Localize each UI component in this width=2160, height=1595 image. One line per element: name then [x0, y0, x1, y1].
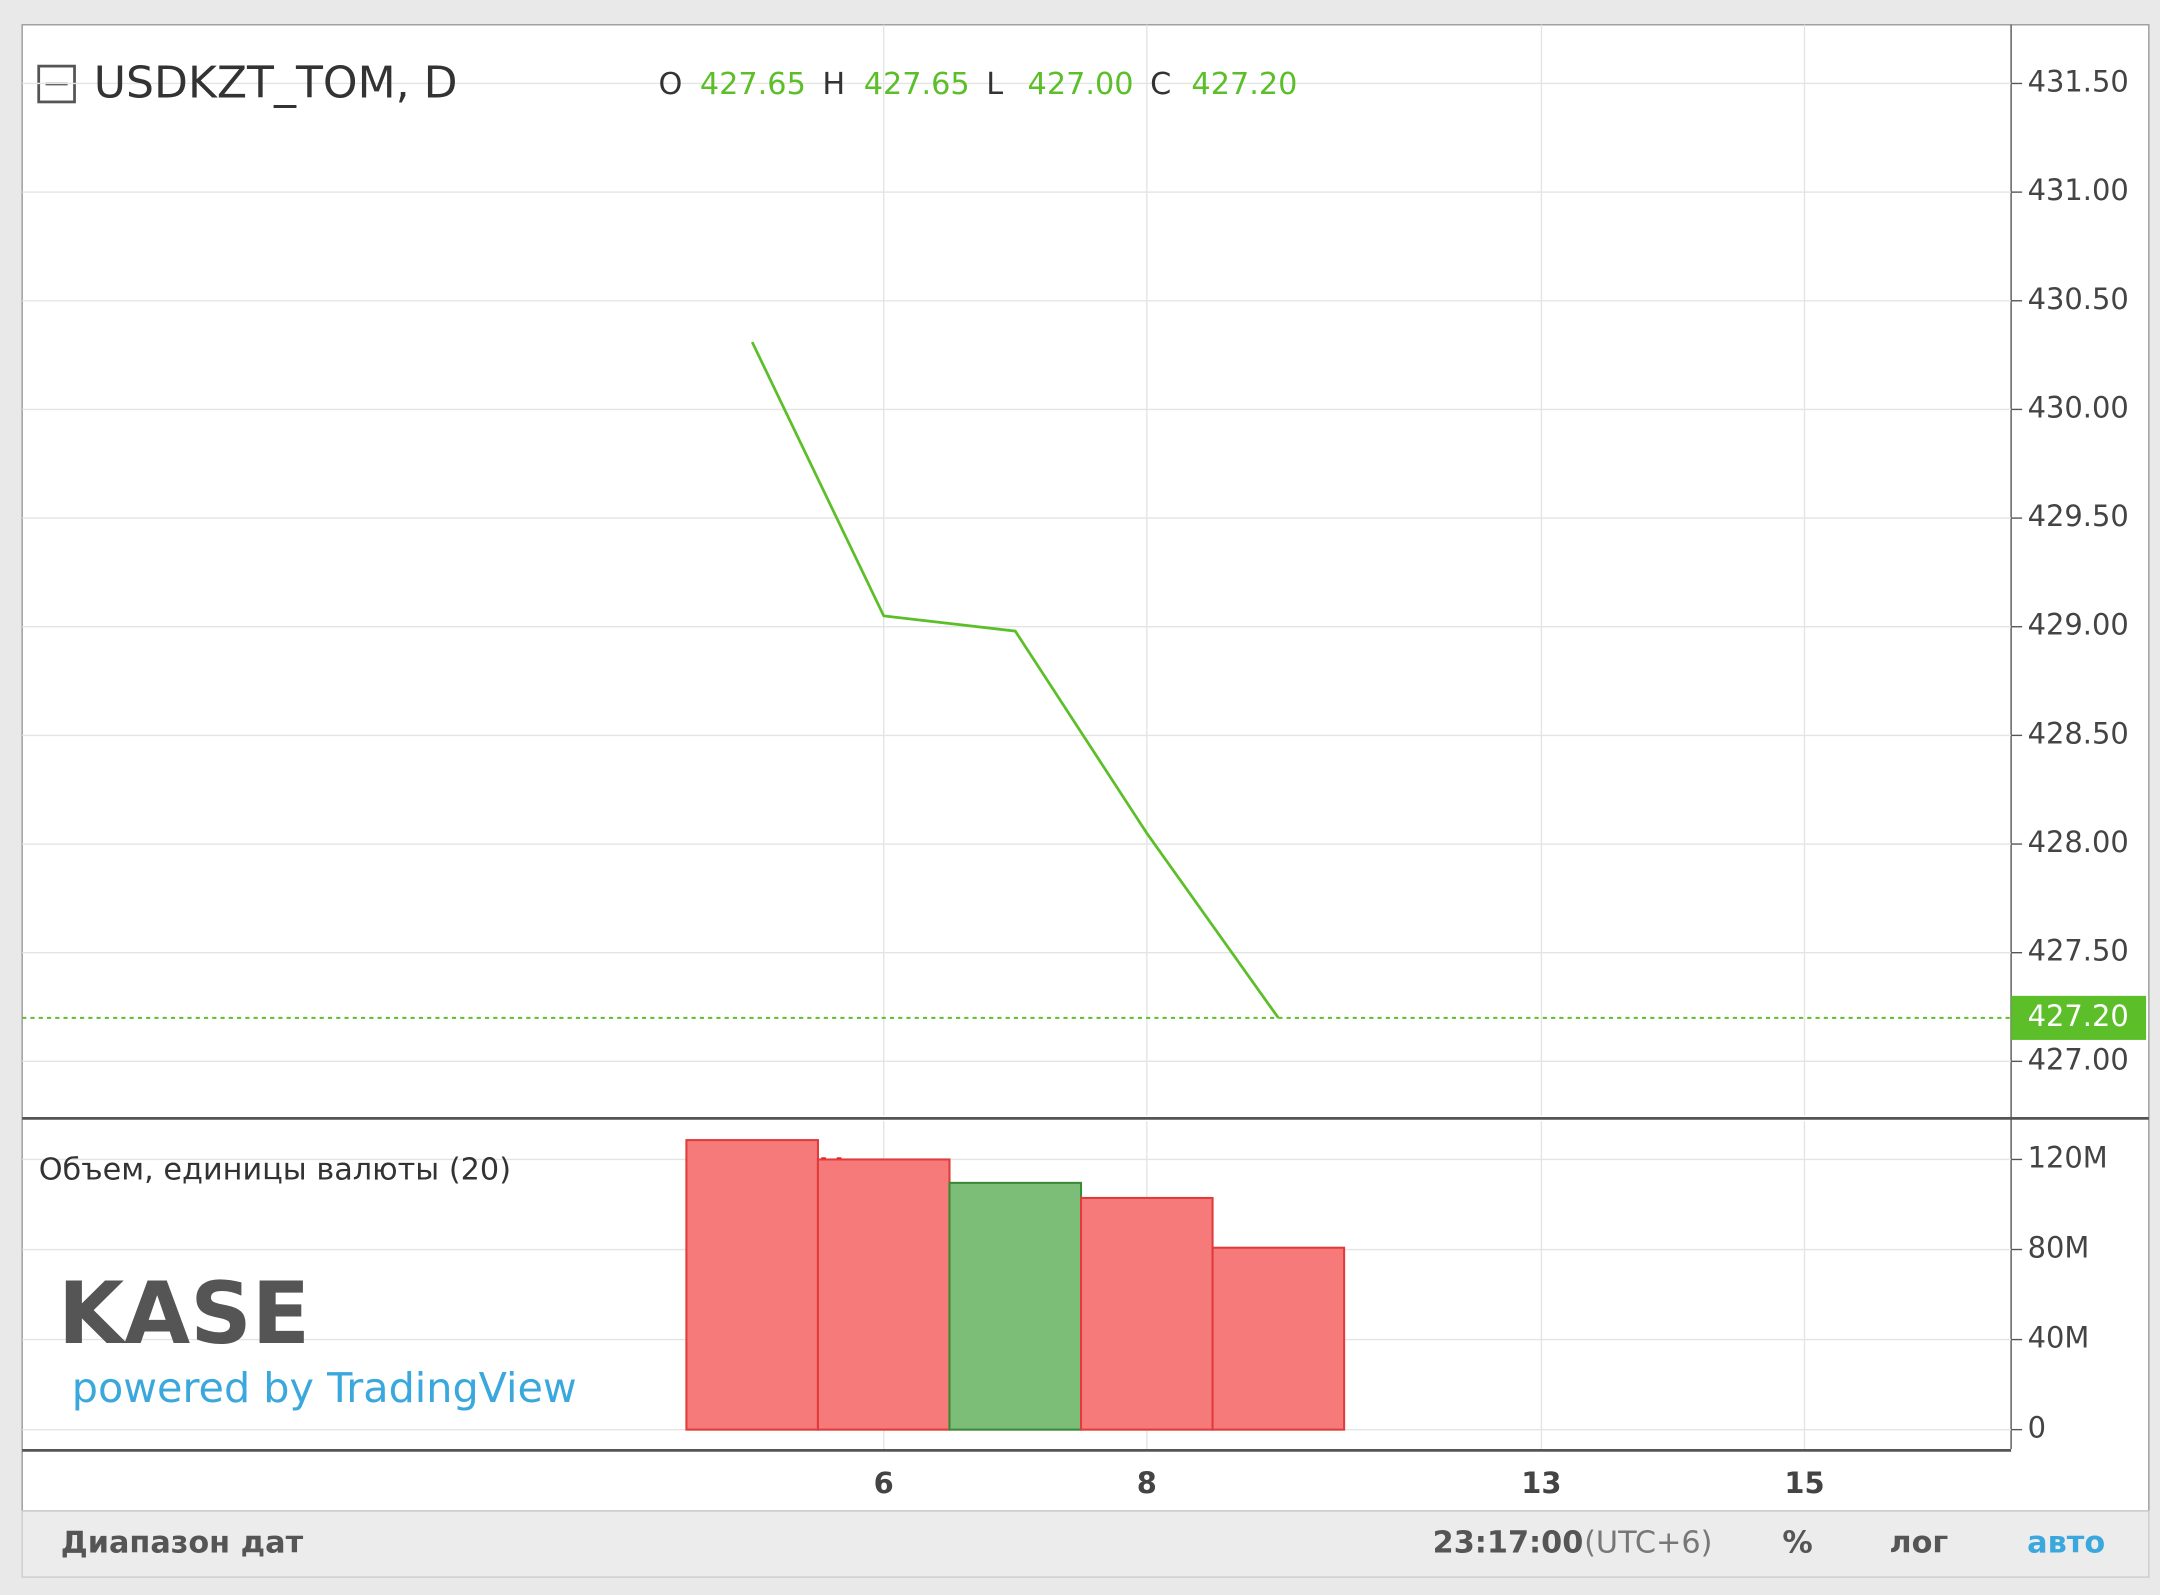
- ohlc-value: 427.65: [864, 67, 970, 102]
- clock: 23:17:00: [1433, 1526, 1584, 1561]
- price-line: [750, 341, 1280, 1019]
- volume-bar: [685, 1139, 819, 1431]
- log-toggle[interactable]: лог: [1889, 1526, 1948, 1561]
- ohlc-key: H: [822, 67, 845, 102]
- x-tick-label: 8: [1137, 1466, 1157, 1500]
- timezone[interactable]: (UTC+6): [1584, 1526, 1712, 1561]
- y-tick-label: 427.50: [2028, 934, 2129, 968]
- percent-toggle[interactable]: %: [1782, 1526, 1812, 1561]
- y-tick-label: 431.50: [2028, 64, 2129, 98]
- y-tick-label: 431.00: [2028, 173, 2129, 207]
- volume-bar: [1080, 1196, 1214, 1431]
- ohlc-key: O: [659, 67, 683, 102]
- y-tick-label: 428.50: [2028, 716, 2129, 750]
- y-tick-label: 429.50: [2028, 499, 2129, 533]
- ohlc-key: C: [1150, 67, 1171, 102]
- symbol-title: USDKZT_TOM, D: [94, 57, 458, 108]
- powered-by: powered by TradingView: [72, 1364, 577, 1412]
- ohlc-value: 427.65: [700, 67, 806, 102]
- y-tick-label: 429.00: [2028, 608, 2129, 642]
- kase-logo: KASE: [58, 1265, 310, 1364]
- last-price-label: 427.20: [2028, 999, 2129, 1033]
- last-price-box: [2011, 995, 2147, 1040]
- volume-bar: [948, 1181, 1083, 1431]
- ohlc-key: L: [986, 67, 1003, 102]
- x-tick-label: 6: [874, 1466, 894, 1500]
- volume-bar: [1211, 1246, 1346, 1431]
- volume-bar: [816, 1158, 951, 1431]
- y-tick-label: 428.00: [2028, 825, 2129, 859]
- y-tick-label: 430.50: [2028, 282, 2129, 316]
- date-range[interactable]: Диапазон дат: [61, 1526, 304, 1561]
- y-tick-label: 430.00: [2028, 390, 2129, 424]
- ohlc-value: 427.20: [1191, 67, 1297, 102]
- y-tick-label: 120M: [2028, 1140, 2108, 1174]
- volume-title: Объем, единицы валюты (20): [39, 1152, 511, 1187]
- x-tick-label: 13: [1521, 1466, 1561, 1500]
- y-tick-label: 80M: [2028, 1231, 2090, 1265]
- y-tick-label: 40M: [2028, 1321, 2090, 1355]
- y-tick-label: 0: [2028, 1411, 2046, 1445]
- bottom-toolbar: [21, 1510, 2150, 1578]
- ohlc-value: 427.00: [1028, 67, 1134, 102]
- y-tick-label: 427.00: [2028, 1042, 2129, 1076]
- x-tick-label: 15: [1784, 1466, 1824, 1500]
- auto-toggle[interactable]: авто: [2027, 1526, 2105, 1561]
